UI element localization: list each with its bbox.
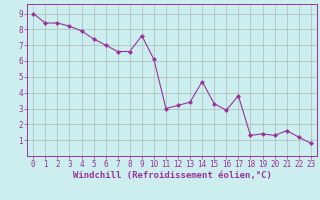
X-axis label: Windchill (Refroidissement éolien,°C): Windchill (Refroidissement éolien,°C) — [73, 171, 271, 180]
